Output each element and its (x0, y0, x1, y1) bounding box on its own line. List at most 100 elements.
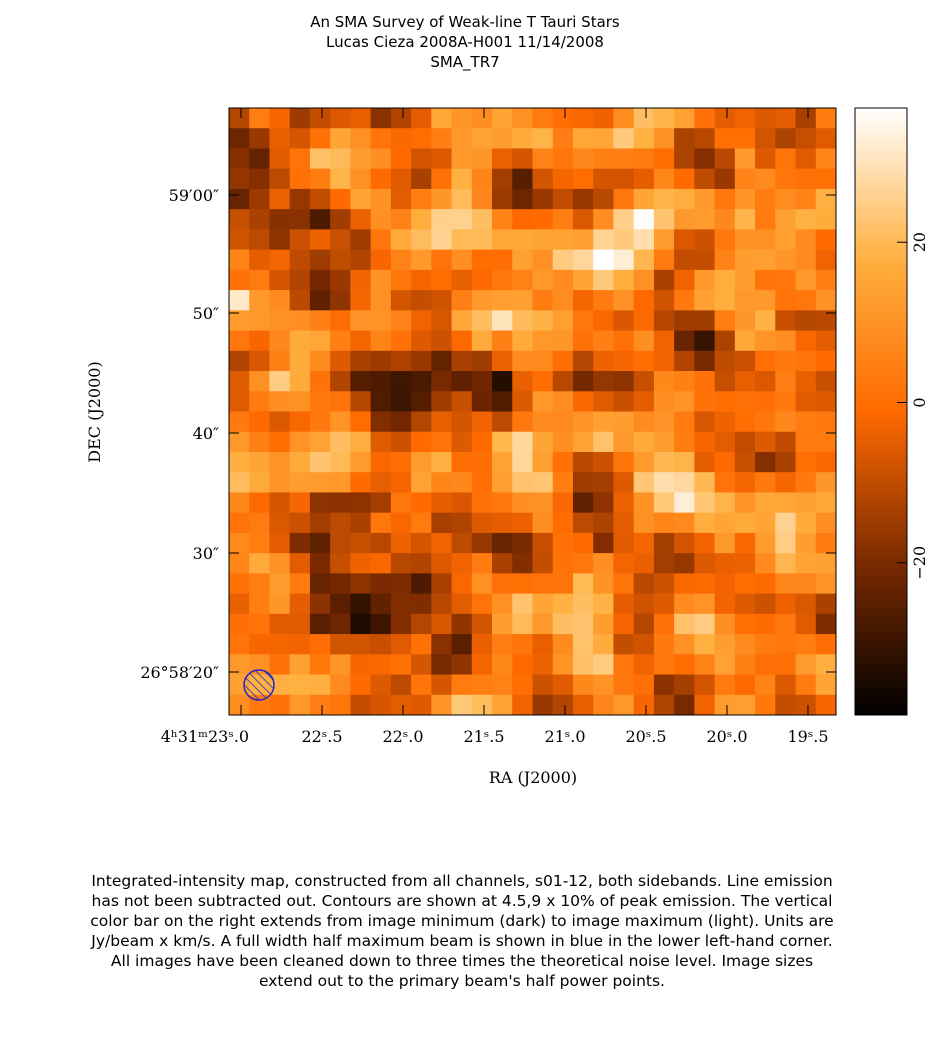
map-cell (714, 108, 736, 129)
map-cell (633, 290, 655, 311)
map-cell (370, 128, 392, 149)
map-cell (572, 492, 594, 514)
map-cell (492, 512, 513, 534)
map-cell (674, 431, 695, 453)
map-cell (633, 330, 655, 352)
map-cell (309, 634, 331, 655)
map-cell (431, 330, 453, 352)
map-cell (815, 188, 836, 210)
map-cell (330, 269, 351, 291)
map-cell (370, 290, 392, 311)
map-cell (269, 674, 291, 696)
map-cell (269, 290, 291, 311)
map-cell (795, 553, 817, 574)
map-cell (390, 553, 412, 574)
map-cell (815, 229, 836, 251)
map-cell (572, 249, 594, 271)
map-cell (370, 532, 392, 554)
map-cell (370, 249, 392, 271)
map-cell (532, 371, 554, 392)
map-cell (330, 674, 351, 696)
map-cell (714, 350, 736, 372)
map-cell (269, 532, 291, 554)
map-cell (330, 431, 351, 453)
map-cell (471, 391, 493, 412)
map-cell (674, 188, 695, 210)
map-cell (572, 532, 594, 554)
map-cell (471, 532, 493, 554)
map-cell (714, 371, 736, 392)
map-cell (411, 108, 432, 129)
map-cell (390, 654, 412, 676)
map-cell (431, 573, 453, 595)
map-cell (593, 431, 614, 453)
map-cell (249, 128, 270, 149)
map-cell (734, 371, 756, 392)
map-cell (269, 451, 291, 473)
map-cell (674, 168, 695, 190)
map-cell (451, 553, 473, 574)
map-cell (471, 573, 493, 595)
map-cell (653, 269, 675, 291)
map-cell (653, 209, 675, 230)
map-cell (714, 168, 736, 190)
map-cell (815, 492, 836, 514)
map-cell (309, 654, 331, 676)
map-cell (674, 654, 695, 676)
map-cell (572, 573, 594, 595)
map-cell (249, 411, 270, 433)
map-cell (755, 694, 776, 715)
map-cell (653, 694, 675, 715)
map-cell (471, 512, 493, 534)
map-cell (411, 209, 432, 230)
map-cell (471, 694, 493, 715)
map-cell (309, 431, 331, 453)
map-cell (512, 249, 533, 271)
map-cell (249, 108, 270, 129)
map-cell (734, 411, 756, 433)
map-cell (350, 209, 372, 230)
map-cell (734, 492, 756, 514)
map-cell (674, 634, 695, 655)
map-cell (674, 290, 695, 311)
map-cell (269, 512, 291, 534)
map-cell (471, 634, 493, 655)
map-cell (431, 694, 453, 715)
map-cell (350, 492, 372, 514)
map-cell (512, 613, 533, 635)
map-cell (653, 148, 675, 170)
map-cell (492, 431, 513, 453)
map-cell (694, 290, 716, 311)
map-cell (815, 634, 836, 655)
map-cell (512, 492, 533, 514)
map-cell (411, 654, 432, 676)
map-cell (249, 512, 270, 534)
map-cell (775, 634, 797, 655)
map-cell (815, 128, 836, 149)
map-cell (289, 512, 311, 534)
map-cell (269, 128, 291, 149)
map-cell (815, 350, 836, 372)
map-cell (411, 593, 432, 615)
map-cell (431, 249, 453, 271)
map-cell (492, 411, 513, 433)
map-cell (309, 694, 331, 715)
map-cell (532, 310, 554, 332)
map-cell (471, 350, 493, 372)
map-cell (775, 613, 797, 635)
map-cell (350, 148, 372, 170)
map-cell (431, 492, 453, 514)
map-cell (471, 290, 493, 311)
map-cell (633, 371, 655, 392)
map-cell (775, 694, 797, 715)
map-cell (633, 168, 655, 190)
map-cell (289, 391, 311, 412)
map-cell (755, 674, 776, 696)
map-cell (309, 330, 331, 352)
map-cell (249, 290, 270, 311)
map-cell (734, 188, 756, 210)
map-cell (249, 451, 270, 473)
map-cell (532, 168, 554, 190)
map-cell (694, 330, 716, 352)
map-cell (269, 492, 291, 514)
